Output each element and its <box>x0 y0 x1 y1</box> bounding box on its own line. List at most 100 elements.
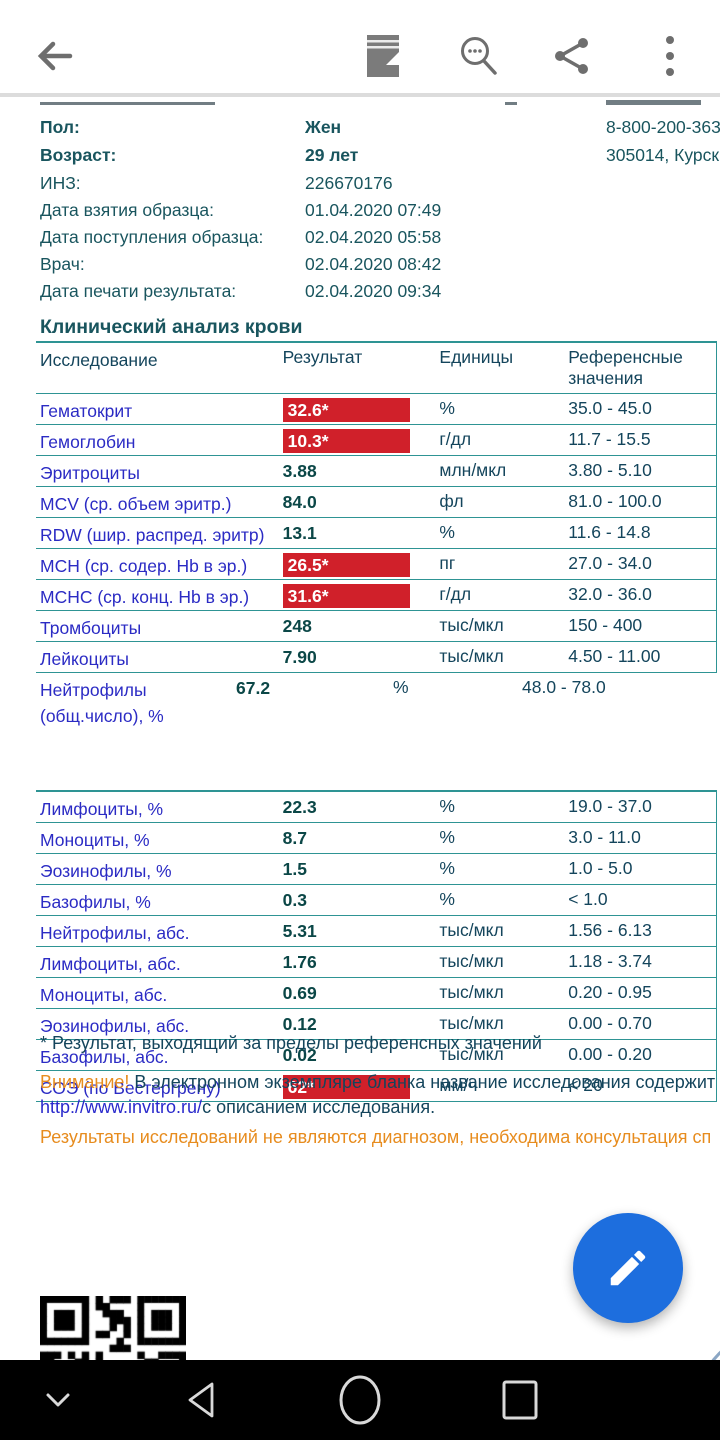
table-row: Моноциты, % 8.7 % 3.0 - 11.0 <box>36 823 717 854</box>
table-row: Нейтрофилы, абс. 5.31 тыс/мкл 1.56 - 6.1… <box>36 916 717 947</box>
table-row: Гематокрит 32.6* % 35.0 - 45.0 <box>36 394 717 425</box>
reference-range: 1.0 - 5.0 <box>568 858 633 878</box>
table-row: Лейкоциты 7.90 тыс/мкл 4.50 - 11.00 <box>36 642 717 673</box>
info-value: 226670176 <box>305 173 393 193</box>
table-row: RDW (шир. распред. эритр) 13.1 % 11.6 - … <box>36 518 717 549</box>
lab-address: 305014, Курск <box>606 145 720 165</box>
info-label: Пол: <box>40 117 80 137</box>
reference-range: 3.0 - 11.0 <box>568 827 641 847</box>
test-name: MCH (ср. содер. Hb в эр.) <box>40 556 248 576</box>
test-result: 13.1 <box>282 523 317 543</box>
edit-fab-button[interactable] <box>573 1213 683 1323</box>
table-row: Базофилы, % 0.3 % < 1.0 <box>36 885 717 916</box>
info-label: Дата поступления образца: <box>40 227 264 247</box>
out-of-range-footnote: * Результат, выходящий за пределы рефере… <box>40 1033 542 1053</box>
reference-range: 3.80 - 5.10 <box>568 460 652 480</box>
android-navigation-bar <box>0 1360 720 1440</box>
test-name: Моноциты, % <box>40 830 150 850</box>
table-row: Эозинофилы, абс. 0.12 тыс/мкл 0.00 - 0.7… <box>36 1009 717 1040</box>
clipped-text-row <box>40 102 215 105</box>
test-name: Моноциты, абс. <box>40 985 168 1005</box>
table-row: Нейтрофилы (общ.число), % 67.2 % 48.0 - … <box>36 673 717 729</box>
nav-back-icon[interactable] <box>162 1360 242 1440</box>
reference-range: 48.0 - 78.0 <box>522 677 606 697</box>
reference-range: 81.0 - 100.0 <box>568 491 662 511</box>
test-units: тыс/мкл <box>439 920 504 940</box>
test-result: 8.7 <box>282 828 307 848</box>
test-units: тыс/мкл <box>439 1013 504 1033</box>
test-units: тыс/мкл <box>439 615 504 635</box>
info-label: Дата печати результата: <box>40 281 237 301</box>
test-result: 31.6* <box>282 580 440 608</box>
test-name: Эозинофилы, % <box>40 861 172 881</box>
info-label: Возраст: <box>40 145 117 165</box>
invitro-link[interactable]: http://www.invitro.ru/ <box>40 1097 203 1117</box>
nav-home-icon[interactable] <box>320 1360 400 1440</box>
reference-range: 0.00 - 0.20 <box>568 1044 652 1064</box>
pencil-icon <box>610 1250 646 1286</box>
column-header: Исследование <box>40 350 158 370</box>
overflow-menu-icon[interactable] <box>642 28 698 84</box>
share-icon[interactable] <box>544 28 600 84</box>
test-units: % <box>439 796 455 816</box>
search-in-document-icon[interactable] <box>450 28 506 84</box>
table-row: Эритроциты 3.88 млн/мкл 3.80 - 5.10 <box>36 456 717 487</box>
test-name: Базофилы, абс. <box>40 1047 169 1067</box>
test-result: 26.5* <box>282 549 440 577</box>
reference-range: 1.56 - 6.13 <box>568 920 652 940</box>
test-name: Эритроциты <box>40 463 140 483</box>
info-value: 02.04.2020 08:42 <box>305 254 442 274</box>
reference-range: 32.0 - 36.0 <box>568 584 652 604</box>
test-result: 0.12 <box>282 1014 317 1034</box>
test-result: 84.0 <box>282 492 317 512</box>
nav-recents-icon[interactable] <box>480 1360 560 1440</box>
test-name: Тромбоциты <box>40 618 142 638</box>
reference-range: 1.18 - 3.74 <box>568 951 652 971</box>
lab-phone: 8-800-200-363 <box>606 117 720 137</box>
info-value: 02.04.2020 09:34 <box>305 281 442 301</box>
test-result: 10.3* <box>282 425 440 453</box>
test-units: мм/ч <box>439 1075 478 1095</box>
info-label: Врач: <box>40 254 85 274</box>
disclaimer-text: Результаты исследований не являются диаг… <box>40 1127 712 1147</box>
hide-navigation-chevron-icon[interactable] <box>18 1360 98 1440</box>
test-name: RDW (шир. распред. эритр) <box>40 525 265 545</box>
test-units: фл <box>439 491 464 511</box>
reference-range: < 20 <box>568 1075 603 1095</box>
table-header-row: Исследование Результат Единицы Референсн… <box>36 341 717 394</box>
info-label: Дата взятия образца: <box>40 200 215 220</box>
reference-range: 11.7 - 15.5 <box>568 429 651 449</box>
test-result: 0.69 <box>282 983 317 1003</box>
test-name: Гематокрит <box>40 401 133 421</box>
warning-paragraph: Внимание! В электронном экземпляре бланк… <box>40 1070 720 1120</box>
reference-range: 150 - 400 <box>568 615 643 635</box>
lab-report-page: Пол: Жен Возраст: 29 лет ИНЗ: 226670176 … <box>0 97 720 1360</box>
test-units: % <box>439 889 455 909</box>
table-row: Эозинофилы, % 1.5 % 1.0 - 5.0 <box>36 854 717 885</box>
reference-range: 11.6 - 14.8 <box>568 522 651 542</box>
test-units: г/дл <box>439 429 472 449</box>
test-units: г/дл <box>439 584 472 604</box>
test-name: Нейтрофилы, абс. <box>40 923 190 943</box>
warning-text: В электронном экземпляре бланка название… <box>129 1072 716 1092</box>
reference-range: 0.20 - 0.95 <box>568 982 652 1002</box>
column-header: Единицы <box>439 347 514 367</box>
column-header: Референсные значения <box>568 347 683 388</box>
test-name: Лимфоциты, % <box>40 799 164 819</box>
test-units: пг <box>439 553 456 573</box>
back-arrow-icon[interactable] <box>28 28 84 84</box>
reference-range: 27.0 - 34.0 <box>568 553 652 573</box>
test-units: тыс/мкл <box>439 982 504 1002</box>
table-row: СОЭ (по Вестергрену) 62* мм/ч < 20 <box>36 1071 717 1102</box>
results-table: Исследование Результат Единицы Референсн… <box>36 341 717 1102</box>
reference-range: < 1.0 <box>568 889 608 909</box>
table-row: Базофилы, абс. 0.02 тыс/мкл 0.00 - 0.20 <box>36 1040 717 1071</box>
reference-range: 19.0 - 37.0 <box>568 796 652 816</box>
toolbar <box>0 0 720 93</box>
test-result: 1.5 <box>282 859 307 879</box>
test-units: тыс/мкл <box>439 1044 504 1064</box>
test-name: MCV (ср. объем эритр.) <box>40 494 232 514</box>
document-contents-icon[interactable] <box>355 28 411 84</box>
test-units: тыс/мкл <box>439 646 504 666</box>
